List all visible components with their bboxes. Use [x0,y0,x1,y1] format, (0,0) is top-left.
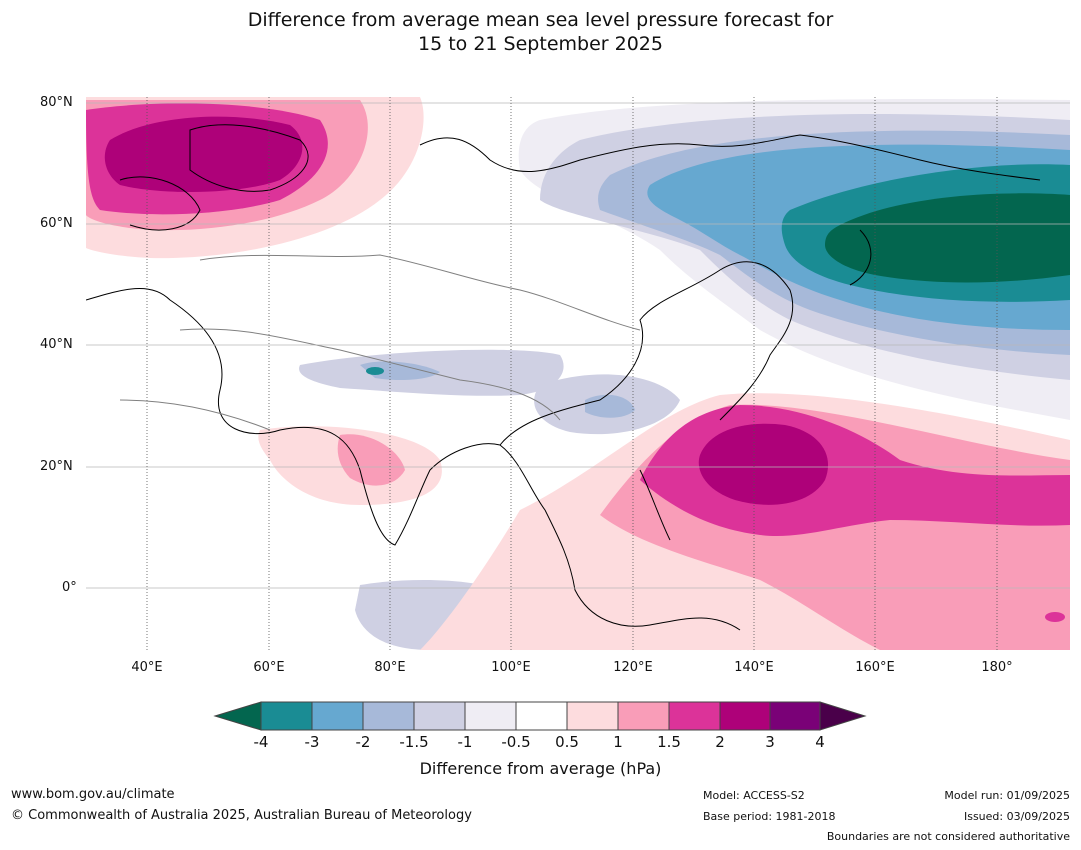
colorbar-tick: 1.5 [657,733,681,751]
lon-label-40e: 40°E [131,660,163,675]
footer-model: Model: ACCESS-S2 [703,789,805,802]
footer-base-period: Base period: 1981-2018 [703,810,836,823]
footer-url: www.bom.gov.au/climate [11,787,175,802]
longitude-gridlines [146,97,998,650]
lon-label-180: 180° [981,660,1013,675]
lat-label-20n: 20°N [40,459,73,474]
colorbar [213,701,867,731]
lon-label-140e: 140°E [734,660,774,675]
map-title: Difference from average mean sea level p… [0,8,1081,56]
colorbar-tick: 1 [613,733,623,751]
lat-label-80n: 80°N [40,95,73,110]
colorbar-tick: -2 [355,733,371,751]
title-line-1: Difference from average mean sea level p… [247,9,834,31]
colorbar-tick: 0.5 [555,733,579,751]
anomaly-fields [86,97,1070,650]
colorbar-tick: 2 [715,733,725,751]
colorbar-tick: -1 [457,733,473,751]
lon-label-80e: 80°E [374,660,406,675]
colorbar-tick: -0.5 [501,733,531,751]
latitude-gridlines [86,102,1070,589]
footer-copyright: © Commonwealth of Australia 2025, Austra… [11,808,472,823]
lon-label-100e: 100°E [491,660,531,675]
footer-issued: Issued: 03/09/2025 [963,810,1070,823]
lon-label-160e: 160°E [855,660,895,675]
colorbar-title: Difference from average (hPa) [419,759,662,778]
footer-disclaimer: Boundaries are not considered authoritat… [826,830,1070,843]
footer-model-run: Model run: 01/09/2025 [944,789,1070,802]
colorbar-tick: 3 [765,733,775,751]
lat-label-40n: 40°N [40,337,73,352]
title-line-2: 15 to 21 September 2025 [418,33,663,55]
borders [119,254,641,431]
colorbar-tick: -3 [304,733,320,751]
lon-label-60e: 60°E [253,660,285,675]
lon-label-120e: 120°E [613,660,653,675]
coastlines [86,124,1041,631]
lat-label-0: 0° [62,580,77,595]
colorbar-tick: 4 [815,733,825,751]
colorbar-tick: -1.5 [399,733,429,751]
lat-label-60n: 60°N [40,216,73,231]
colorbar-tick: -4 [253,733,269,751]
